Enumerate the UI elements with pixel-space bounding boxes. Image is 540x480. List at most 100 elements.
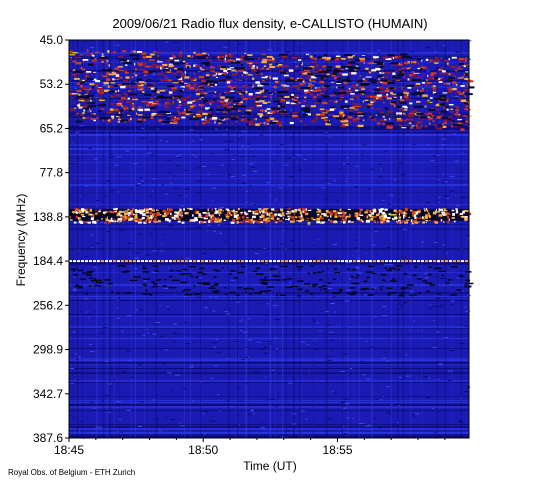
dark-streak-pixel [275, 294, 278, 296]
dark-streak-pixel [317, 271, 322, 274]
drift-dark-pixel [439, 103, 445, 106]
drift-pixel [410, 66, 412, 69]
drift-dark-pixel [136, 78, 142, 81]
noise-pixel [417, 329, 420, 331]
dark-streak-pixel [88, 285, 92, 287]
interference-pixel [150, 219, 153, 221]
drift-pixel [185, 113, 189, 116]
drift-pixel [213, 71, 220, 73]
drift-pixel [426, 101, 430, 103]
drift-pixel [312, 113, 315, 116]
drift-pixel [211, 115, 215, 117]
interference-pixel [310, 209, 312, 211]
drift-pixel [89, 97, 91, 100]
drift-dark-pixel [354, 59, 360, 62]
interference-pixel [210, 217, 213, 220]
dark-streak-pixel [256, 273, 264, 275]
noise-pixel [374, 398, 379, 400]
noise-pixel [89, 351, 95, 353]
sweep-line [155, 40, 157, 438]
dark-streak-pixel [363, 280, 368, 282]
noise-pixel [383, 94, 387, 96]
interference-pixel [341, 218, 343, 220]
noise-pixel [332, 244, 338, 246]
drift-dark-pixel [342, 79, 350, 82]
interference-pixel [427, 214, 429, 217]
drift-dark-pixel [334, 68, 339, 71]
drift-dark-pixel [83, 107, 89, 110]
interference-pixel [136, 218, 141, 222]
drift-pixel [227, 101, 233, 104]
noise-pixel [332, 90, 337, 92]
drift-pixel [80, 106, 87, 108]
drift-pixel [386, 126, 393, 129]
drift-pixel [198, 104, 201, 106]
noise-pixel [394, 423, 396, 425]
drift-pixel [451, 112, 455, 114]
dark-streak-pixel [96, 279, 102, 282]
drift-pixel [179, 113, 182, 116]
drift-pixel [124, 71, 129, 74]
noise-pixel [279, 271, 281, 273]
interference-pixel [365, 219, 370, 223]
drift-pixel [191, 100, 196, 102]
drift-dark-pixel [395, 105, 402, 108]
dark-streak-pixel [184, 289, 191, 291]
interference-line-dash [133, 260, 136, 263]
drift-pixel [126, 94, 128, 96]
noise-pixel [87, 111, 91, 113]
drift-pixel [284, 88, 289, 90]
noise-pixel [89, 47, 95, 49]
noise-pixel [90, 401, 94, 403]
interference-pixel [417, 209, 421, 212]
interference-line-dash [309, 260, 312, 263]
noise-pixel [227, 65, 231, 67]
interference-pixel [180, 210, 183, 214]
drift-pixel [424, 83, 428, 87]
drift-pixel [464, 120, 469, 123]
drift-pixel [356, 117, 360, 120]
noise-pixel [421, 241, 424, 243]
drift-pixel [191, 80, 195, 82]
drift-pixel [304, 70, 309, 72]
interference-line-dash [417, 260, 420, 263]
noise-pixel [441, 148, 443, 149]
interference-pixel [255, 210, 258, 214]
drift-pixel [231, 122, 233, 125]
interference-pixel [434, 221, 438, 224]
noise-pixel [88, 317, 90, 319]
drift-pixel [203, 92, 208, 94]
channel-stripe [69, 380, 469, 382]
drift-pixel [397, 119, 403, 122]
noise-pixel [77, 356, 82, 358]
dark-streak-pixel [277, 279, 281, 281]
drift-pixel [302, 72, 308, 75]
drift-pixel [213, 90, 216, 93]
noise-pixel [343, 433, 348, 435]
drift-pixel [268, 117, 275, 120]
interference-pixel [113, 208, 117, 210]
drift-pixel [461, 76, 464, 78]
drift-pixel [252, 84, 255, 86]
y-tick-label: 53.2 [40, 77, 64, 91]
interference-line-dash [445, 260, 448, 263]
drift-pixel [455, 70, 457, 72]
noise-pixel [397, 308, 399, 310]
noise-pixel [141, 180, 145, 182]
drift-pixel [200, 104, 205, 106]
drift-dark-pixel [434, 98, 442, 101]
noise-pixel [401, 122, 404, 124]
noise-pixel [147, 79, 152, 81]
noise-pixel [213, 248, 218, 250]
noise-pixel [159, 336, 163, 338]
drift-pixel [93, 60, 97, 62]
noise-pixel [384, 264, 390, 266]
interference-pixel [308, 209, 311, 212]
noise-pixel [170, 419, 176, 420]
noise-pixel [450, 350, 455, 352]
drift-pixel [154, 100, 159, 103]
drift-pixel [223, 60, 229, 63]
channel-stripe [69, 432, 469, 434]
channel-stripe [69, 434, 469, 436]
interference-pixel [416, 217, 418, 220]
